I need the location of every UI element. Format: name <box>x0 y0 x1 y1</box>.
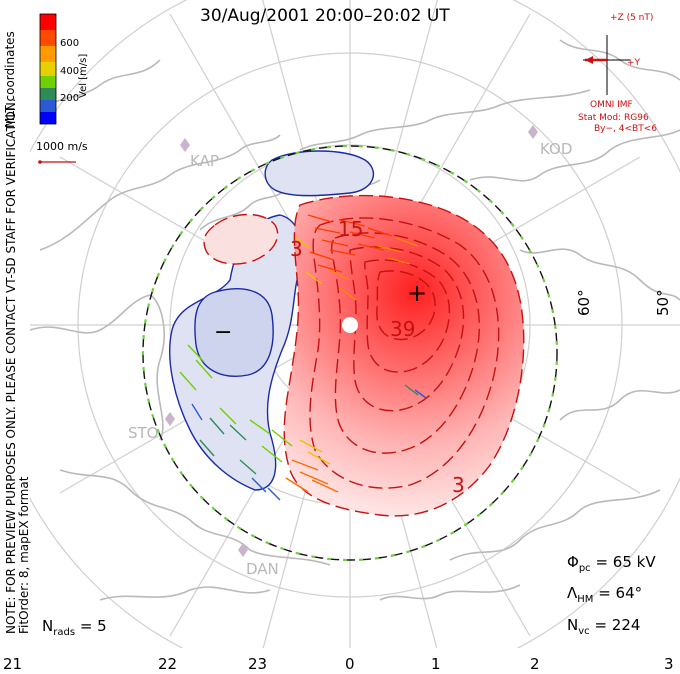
station-label-dan: DAN <box>246 560 279 578</box>
contour-label-39: 39 <box>390 317 415 341</box>
velocity-vectors <box>179 214 427 501</box>
imf-condition: By−, 4<BT<6 <box>594 124 657 134</box>
pole-dot <box>342 317 358 333</box>
station-sto-icon <box>165 412 175 426</box>
stat-lambda-hm-sub: HM <box>577 594 594 605</box>
station-label-sto: STO <box>128 424 159 442</box>
stat-phi-pc-symbol: Φ <box>567 553 579 571</box>
mlt-label-0: 0 <box>345 655 355 673</box>
contour-label-15: 15 <box>338 217 363 241</box>
colorbar-tick-200: 200 <box>60 93 80 104</box>
stat-phi-pc-value: = 65 kV <box>595 553 656 571</box>
stat-lambda-hm: ΛHM = 64° <box>567 584 642 605</box>
velocity-reference <box>38 160 76 164</box>
hm-boundary-green <box>141 144 559 562</box>
latitude-label-50: 50° <box>654 289 672 316</box>
map-title: 30/Aug/2001 20:00–20:02 UT <box>200 6 450 26</box>
coastlines <box>30 39 680 601</box>
stat-nrads: Nrads = 5 <box>42 617 107 638</box>
colorbar-title: Vel [m/s] <box>78 53 89 98</box>
velocity-reference-label: 1000 m/s <box>36 140 88 153</box>
negative-cell-inner <box>194 288 274 377</box>
mlt-label-1: 1 <box>431 655 441 673</box>
side-note-preview: NOTE: FOR PREVIEW PURPOSES ONLY. PLEASE … <box>4 98 18 634</box>
mlt-label-3: 3 <box>664 655 674 673</box>
colorbar <box>39 13 57 125</box>
negative-cell-top <box>264 150 375 197</box>
mlt-label-22: 22 <box>158 655 178 673</box>
stat-nvc: Nvc = 224 <box>567 616 640 637</box>
imf-bz-label: +Z (5 nT) <box>610 13 654 23</box>
station-kap-icon <box>180 138 190 152</box>
station-kod-icon <box>528 125 538 139</box>
colorbar-tick-400: 400 <box>60 66 80 77</box>
latitude-label-60: 60° <box>575 289 593 316</box>
minor-positive-cell <box>203 213 279 265</box>
station-label-kod: KOD <box>540 140 573 158</box>
positive-cell-fill <box>283 194 525 517</box>
imf-clock <box>583 35 630 95</box>
max-potential-marker: + <box>407 279 427 307</box>
stat-lambda-hm-symbol: Λ <box>567 584 578 602</box>
contour-label-3-top: 3 <box>290 237 303 261</box>
stat-nrads-sub: rads <box>53 627 76 638</box>
stat-nrads-value: = 5 <box>79 617 107 635</box>
imf-by-label: +Y <box>627 58 641 68</box>
side-note-fitorder: FitOrder: 8, mapEX format <box>17 476 31 634</box>
stat-nrads-symbol: N <box>42 617 54 635</box>
stat-phi-pc: Φpc = 65 kV <box>567 553 656 574</box>
stat-phi-pc-sub: pc <box>578 563 591 574</box>
mlt-label-23: 23 <box>248 655 268 673</box>
mlt-label-21: 21 <box>3 655 23 673</box>
colorbar-tick-600: 600 <box>60 38 80 49</box>
min-potential-marker: − <box>214 320 232 345</box>
station-dan-icon <box>238 543 248 557</box>
stat-nvc-sub: vc <box>578 626 590 637</box>
hm-boundary-dark <box>142 145 558 561</box>
imf-model: Stat Mod: RG96 <box>578 113 649 123</box>
stat-nvc-symbol: N <box>567 616 579 634</box>
station-markers <box>165 125 538 557</box>
negative-cell <box>169 150 375 491</box>
stat-nvc-value: = 224 <box>594 616 641 634</box>
mlt-label-2: 2 <box>530 655 540 673</box>
station-label-kap: KAP <box>190 152 219 170</box>
positive-cell <box>283 194 525 517</box>
contour-label-3-bottom: 3 <box>452 473 465 497</box>
stat-lambda-hm-value: = 64° <box>598 584 643 602</box>
imf-source: OMNI IMF <box>590 100 633 110</box>
